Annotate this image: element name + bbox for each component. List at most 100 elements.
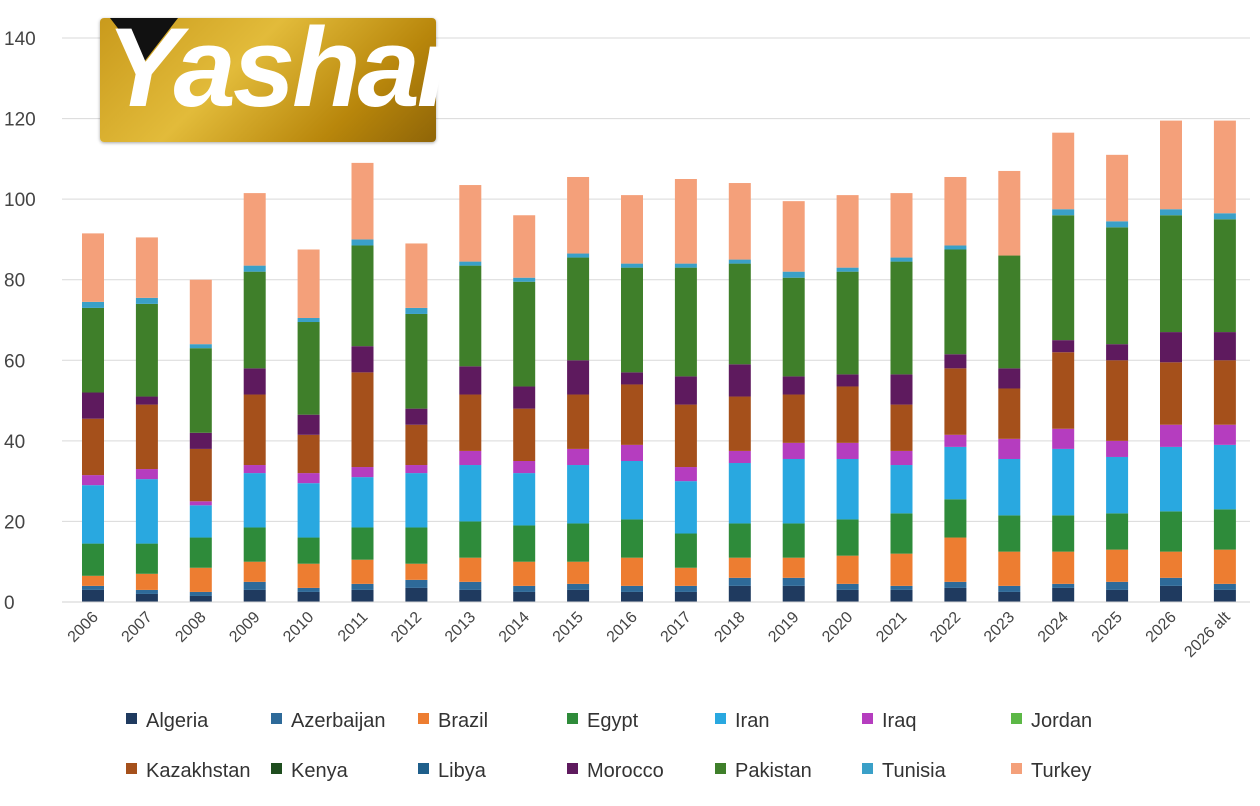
bar-segment-pakistan [135,303,158,397]
bar-segment-iraq [1106,440,1129,457]
bar-segment-iran [728,463,751,524]
y-tick-label: 140 [4,29,36,50]
bar-segment-morocco [1213,332,1236,361]
legend-swatch [271,763,282,774]
bar-segment-algeria [1160,585,1182,602]
bar-segment-egypt [1213,509,1236,550]
bar-segment-azerbaijan [297,587,320,592]
bar-segment-pakistan [1160,215,1182,333]
y-tick-label: 80 [4,271,25,292]
bar-segment-morocco [944,354,967,369]
x-axis-ticks: 2006 2007 2008 2009 2010 2011 2012 2013 2014 2015… [65,608,1234,661]
bar-segment-iraq [189,501,212,506]
bar-segment-pakistan [1213,219,1236,333]
bar-segment-kazakhstan [1106,360,1129,441]
bar-segment-azerbaijan [836,583,859,590]
bar-segment-brazil [998,551,1021,586]
bar-segment-egypt [621,519,643,558]
bar-segment-brazil [728,557,751,578]
bar-segment-brazil [297,563,320,588]
legend-label: Brazil [438,710,488,732]
bar-segment-iran [189,505,212,538]
x-tick-label: 2021 [873,609,910,646]
bar-segment-tunisia [567,253,590,258]
legend-label: Morocco [587,760,664,782]
y-tick-label: 120 [4,110,36,131]
bar-segment-morocco [1106,344,1129,361]
bar-segment-azerbaijan [674,585,697,592]
bar-segment-kazakhstan [1160,362,1182,425]
bar-segment-egypt [1106,513,1129,550]
bar-segment-kazakhstan [513,408,536,461]
bar-segment-tunisia [728,259,751,264]
bar-segment-azerbaijan [513,585,536,592]
bar-segment-iraq [782,442,805,459]
legend-label: Libya [438,760,487,782]
bar-segment-morocco [621,372,643,385]
bar-segment-kazakhstan [1213,360,1236,425]
bar-segment-kazakhstan [998,388,1021,439]
bar-segment-morocco [567,360,590,395]
bar-segment-iraq [1213,424,1236,445]
bar-segment-iraq [998,438,1021,459]
bar-segment-tunisia [297,317,320,323]
x-tick-label: 2009 [226,609,263,646]
legend-label: Azerbaijan [291,710,386,732]
bar-segment-egypt [405,527,428,564]
bar-segment-morocco [243,368,266,395]
bar-segment-tunisia [890,257,913,262]
bar-segment-kazakhstan [189,448,212,502]
bar-segment-iran [1160,446,1182,512]
bar-segment-iran [782,458,805,524]
bar-segment-kazakhstan [728,396,751,451]
bar-segment-azerbaijan [1213,583,1236,590]
bar-segment-turkey [621,195,643,264]
bar-segment-iraq [836,442,859,459]
bar-segment-iran [1106,456,1129,514]
x-tick-label: 2014 [496,609,533,646]
bar-segment-kazakhstan [135,404,158,470]
bar-segment-azerbaijan [82,585,104,590]
yashar-logo: Yashar [100,12,460,142]
bar-segment-pakistan [82,307,104,393]
bar-segment-turkey [998,170,1021,256]
bar-segment-egypt [944,499,967,538]
x-tick-label: 2006 [65,609,102,646]
bar-segment-morocco [189,432,212,449]
bar-segment-kazakhstan [297,434,320,474]
bar-segment-brazil [1052,551,1075,584]
legend-swatch [862,713,873,724]
legend-label: Tunisia [882,760,947,782]
bar-segment-turkey [836,195,859,268]
bar-segment-iraq [405,465,428,474]
bar-segment-pakistan [189,348,212,433]
bar-segment-tunisia [459,261,482,266]
bar-segment-azerbaijan [944,581,967,588]
bar-segment-algeria [405,587,428,602]
bar-segment-brazil [243,561,266,582]
bar-segment-brazil [1213,549,1236,584]
bar-segment-pakistan [944,249,967,355]
x-tick-label: 2018 [711,609,748,646]
bar-segment-algeria [674,591,697,602]
bar-segment-algeria [621,591,643,602]
bar-segment-iran [567,465,590,524]
bar-segment-pakistan [297,322,320,415]
bar-segment-egypt [351,527,374,560]
x-tick-label: 2011 [335,609,371,645]
legend-label: Iran [735,710,769,732]
bar-segment-turkey [82,233,104,302]
bar-segment-iran [1052,448,1075,516]
y-tick-label: 60 [4,351,25,372]
bar-segment-algeria [513,591,536,602]
bar-segment-iraq [459,450,482,466]
bar-segment-azerbaijan [567,583,590,590]
bar-segment-iran [297,483,320,538]
bar-segment-morocco [836,374,859,387]
legend-label: Kenya [291,760,349,782]
bar-segment-morocco [405,408,428,425]
bar-segment-iran [82,485,104,544]
bar-segment-egypt [513,525,536,562]
bar-segment-morocco [1052,340,1075,353]
bar-segment-kazakhstan [459,394,482,451]
